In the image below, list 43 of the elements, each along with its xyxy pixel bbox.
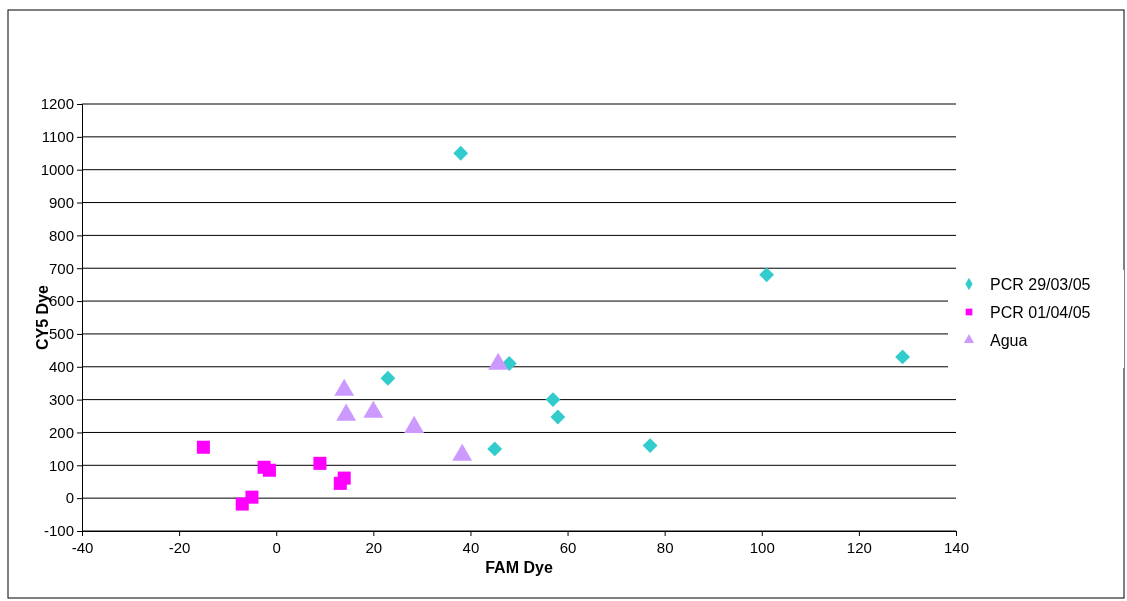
point <box>759 267 775 283</box>
point <box>313 456 327 470</box>
point <box>545 392 561 408</box>
y-tick-label: 700 <box>48 259 74 277</box>
point <box>487 441 503 457</box>
y-tick-label: 800 <box>48 226 74 244</box>
point <box>895 349 911 365</box>
x-tick-label: 100 <box>749 538 775 556</box>
x-tick-label: 120 <box>846 538 872 556</box>
y-tick-label: -100 <box>43 522 74 540</box>
y-tick-label: 500 <box>48 325 74 343</box>
y-tick-label: 1000 <box>40 160 74 178</box>
y-tick-label: 600 <box>48 292 74 310</box>
x-tick-label: 20 <box>365 538 383 556</box>
point <box>235 497 249 511</box>
point <box>262 463 276 477</box>
x-tick-label: 0 <box>272 538 281 556</box>
x-tick-label: -20 <box>168 538 191 556</box>
legend-label: PCR 29/03/05 <box>990 276 1091 293</box>
point <box>196 440 210 454</box>
y-tick-label: 200 <box>48 423 74 441</box>
x-tick-label: 80 <box>656 538 674 556</box>
x-tick-label: 60 <box>559 538 577 556</box>
y-tick-label: 300 <box>48 390 74 408</box>
x-tick-label: -40 <box>71 538 94 556</box>
point <box>333 476 347 490</box>
x-axis-title: FAM Dye <box>485 559 553 576</box>
point <box>550 409 566 425</box>
x-tick-label: 40 <box>462 538 480 556</box>
legend-label: Agua <box>990 332 1028 349</box>
y-tick-label: 400 <box>48 358 74 376</box>
point <box>642 438 658 454</box>
point <box>380 370 396 386</box>
x-tick-label: 140 <box>943 538 970 556</box>
y-tick-label: 0 <box>65 489 74 507</box>
point <box>453 145 469 161</box>
y-tick-label: 1200 <box>40 95 74 113</box>
y-tick-label: 1100 <box>41 128 74 146</box>
y-tick-label: 100 <box>48 456 74 474</box>
legend-label: PCR 01/04/05 <box>990 304 1091 321</box>
y-tick-label: 900 <box>48 193 74 211</box>
y-axis-title: CY5 Dye <box>34 284 51 350</box>
point <box>501 356 517 371</box>
